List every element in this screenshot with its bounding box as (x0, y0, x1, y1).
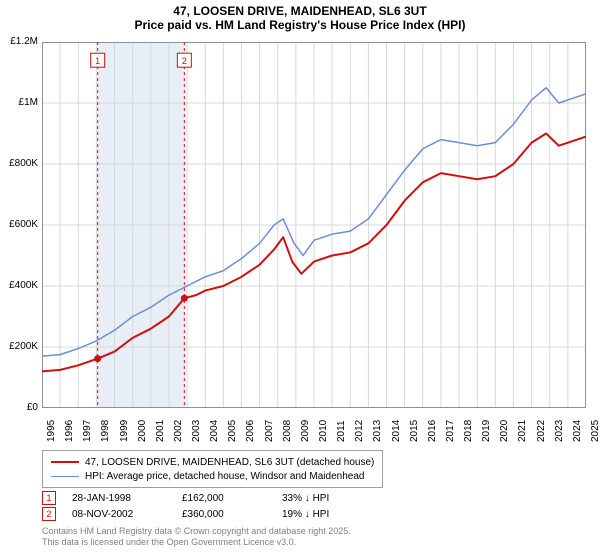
x-tick-label: 2000 (137, 420, 148, 442)
legend-row-hpi: HPI: Average price, detached house, Wind… (51, 469, 374, 483)
y-tick-label: £1.2M (2, 36, 38, 47)
svg-text:2: 2 (182, 56, 187, 66)
x-tick-label: 2007 (264, 420, 275, 442)
x-tick-label: 2011 (336, 420, 347, 442)
x-tick-label: 2020 (499, 420, 510, 442)
chart-plot: 12 (42, 42, 586, 408)
y-tick-label: £400K (2, 280, 38, 291)
x-tick-label: 2002 (173, 420, 184, 442)
x-tick-label: 2017 (445, 420, 456, 442)
y-tick-label: £200K (2, 341, 38, 352)
x-tick-label: 2013 (372, 420, 383, 442)
svg-text:1: 1 (95, 56, 100, 66)
x-tick-label: 2006 (245, 420, 256, 442)
x-tick-label: 1998 (100, 420, 111, 442)
x-tick-label: 2009 (300, 420, 311, 442)
chart-container: 47, LOOSEN DRIVE, MAIDENHEAD, SL6 3UT Pr… (0, 0, 600, 560)
legend-row-price-paid: 47, LOOSEN DRIVE, MAIDENHEAD, SL6 3UT (d… (51, 455, 374, 469)
x-tick-label: 2022 (536, 420, 547, 442)
sale-diff-1: 33% ↓ HPI (282, 493, 382, 504)
x-tick-label: 2010 (318, 420, 329, 442)
x-tick-label: 2003 (191, 420, 202, 442)
x-tick-label: 1997 (82, 420, 93, 442)
x-tick-label: 2016 (427, 420, 438, 442)
x-tick-label: 2012 (354, 420, 365, 442)
x-tick-label: 2015 (409, 420, 420, 442)
legend-label-hpi: HPI: Average price, detached house, Wind… (85, 471, 364, 482)
legend-swatch-hpi (51, 476, 79, 477)
y-tick-label: £1M (2, 97, 38, 108)
x-tick-label: 2024 (572, 420, 583, 442)
footer: Contains HM Land Registry data © Crown c… (42, 526, 351, 548)
sales-table: 1 28-JAN-1998 £162,000 33% ↓ HPI 2 08-NO… (42, 490, 382, 522)
title-address: 47, LOOSEN DRIVE, MAIDENHEAD, SL6 3UT (0, 4, 600, 18)
x-tick-label: 2004 (209, 420, 220, 442)
x-tick-label: 1996 (64, 420, 75, 442)
x-tick-label: 2008 (282, 420, 293, 442)
y-tick-label: £600K (2, 219, 38, 230)
sale-row-2: 2 08-NOV-2002 £360,000 19% ↓ HPI (42, 506, 382, 522)
legend: 47, LOOSEN DRIVE, MAIDENHEAD, SL6 3UT (d… (42, 450, 383, 488)
sale-price-1: £162,000 (182, 493, 282, 504)
sale-row-1: 1 28-JAN-1998 £162,000 33% ↓ HPI (42, 490, 382, 506)
title-subtitle: Price paid vs. HM Land Registry's House … (0, 18, 600, 32)
sale-marker-2: 2 (42, 507, 56, 521)
x-axis-labels: 1995 1996 1997 1998 1999 2000 2001 2002 2003 2004… (42, 412, 586, 452)
footer-line1: Contains HM Land Registry data © Crown c… (42, 526, 351, 537)
x-tick-label: 2021 (517, 420, 528, 442)
x-tick-label: 2025 (590, 420, 600, 442)
x-tick-label: 2005 (227, 420, 238, 442)
sale-marker-1: 1 (42, 491, 56, 505)
sale-diff-2: 19% ↓ HPI (282, 509, 382, 520)
x-tick-label: 2014 (391, 420, 402, 442)
sale-price-2: £360,000 (182, 509, 282, 520)
x-tick-label: 1995 (46, 420, 57, 442)
sale-date-1: 28-JAN-1998 (72, 493, 182, 504)
y-tick-label: £0 (2, 402, 38, 413)
y-tick-label: £800K (2, 158, 38, 169)
title-block: 47, LOOSEN DRIVE, MAIDENHEAD, SL6 3UT Pr… (0, 0, 600, 32)
legend-label-price-paid: 47, LOOSEN DRIVE, MAIDENHEAD, SL6 3UT (d… (85, 457, 374, 468)
x-tick-label: 2001 (155, 420, 166, 442)
legend-swatch-price-paid (51, 461, 79, 463)
x-tick-label: 2019 (481, 420, 492, 442)
x-tick-label: 2018 (463, 420, 474, 442)
x-tick-label: 1999 (119, 420, 130, 442)
sale-date-2: 08-NOV-2002 (72, 509, 182, 520)
footer-line2: This data is licensed under the Open Gov… (42, 537, 351, 548)
x-tick-label: 2023 (554, 420, 565, 442)
